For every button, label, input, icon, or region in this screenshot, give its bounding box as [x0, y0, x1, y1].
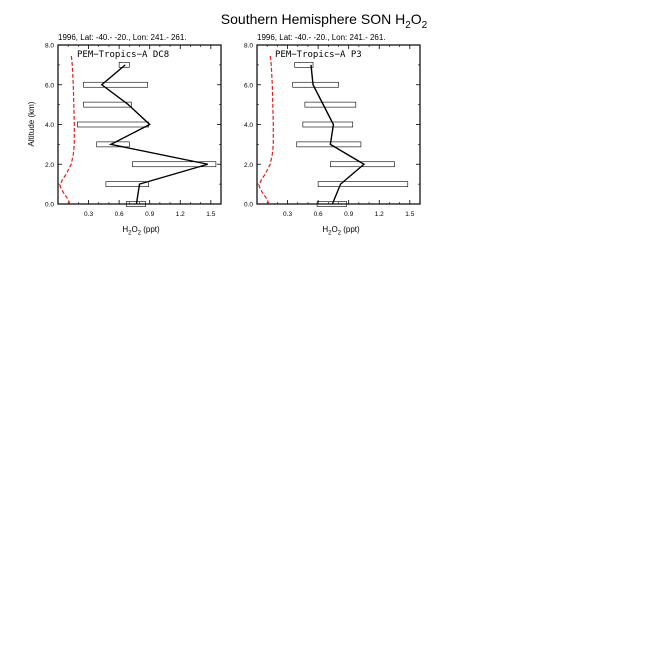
y-tick-label: 2.0 — [45, 162, 54, 169]
plot-frame — [57, 44, 222, 205]
figure-title-subscript-1: 2 — [405, 20, 411, 31]
campaign-label: PEM−Tropics−A P3 — [275, 50, 362, 60]
figure-title-mid: O — [411, 11, 422, 27]
x-axis-label-subscript-1: 2 — [128, 231, 132, 237]
y-tick-label: 0.0 — [244, 202, 253, 209]
model-profile-line — [59, 54, 75, 205]
observation-range-box — [77, 121, 149, 128]
panel-header: 1996, Lat: -40.- -20., Lon: 241.- 261. — [257, 33, 386, 42]
x-axis-label-subscript-2: 2 — [338, 231, 342, 237]
y-tick-label: 6.0 — [45, 82, 54, 89]
plot-frame — [256, 44, 421, 205]
observation-range-box — [125, 201, 146, 207]
figure-title: Southern Hemisphere SON H2O2 — [221, 11, 428, 31]
observation-range-box — [317, 181, 409, 187]
panel-dc8: 1996, Lat: -40.- -20., Lon: 241.- 261. P… — [27, 33, 222, 237]
panel-p3: 1996, Lat: -40.- -20., Lon: 241.- 261. P… — [244, 33, 421, 237]
campaign-label: PEM−Tropics−A DC8 — [77, 50, 169, 60]
observation-range-box — [304, 101, 357, 108]
x-axis-label-subscript-1: 2 — [328, 231, 332, 237]
y-tick-label: 4.0 — [45, 122, 54, 129]
x-axis-label-mid: O — [131, 225, 137, 234]
observation-range-box — [296, 141, 362, 148]
y-tick-label: 8.0 — [45, 43, 54, 50]
model-profile-line — [258, 54, 274, 205]
observation-range-box — [292, 81, 339, 88]
x-axis-label: H2O2 (ppt) — [122, 225, 160, 237]
observation-range-box — [294, 62, 314, 68]
x-axis-label-subscript-2: 2 — [138, 231, 142, 237]
observation-range-box — [118, 62, 130, 68]
x-axis-label-mid: O — [331, 225, 337, 234]
x-tick-label: 0.6 — [115, 211, 124, 218]
y-axis-label: Altitude (km) — [27, 101, 36, 146]
y-tick-label: 6.0 — [244, 82, 253, 89]
x-tick-label: 0.3 — [84, 211, 93, 218]
panel-header: 1996, Lat: -40.- -20., Lon: 241.- 261. — [58, 33, 187, 42]
y-tick-label: 8.0 — [244, 43, 253, 50]
x-axis-label-unit: (ppt) — [341, 225, 360, 234]
y-tick-label: 0.0 — [45, 202, 54, 209]
observation-range-box — [316, 201, 347, 207]
x-tick-label: 0.3 — [283, 211, 292, 218]
figure-title-main: Southern Hemisphere SON H — [221, 11, 405, 27]
x-axis-label-main: H — [322, 225, 328, 234]
observation-range-box — [302, 121, 354, 128]
x-tick-label: 0.9 — [145, 211, 154, 218]
observation-range-box — [83, 101, 132, 108]
x-tick-label: 0.6 — [314, 211, 323, 218]
observed-mean-line — [310, 64, 366, 205]
figure-title-subscript-2: 2 — [422, 20, 428, 31]
x-tick-label: 1.2 — [176, 211, 185, 218]
observed-mean-line — [100, 64, 208, 205]
y-tick-label: 2.0 — [244, 162, 253, 169]
observation-range-box — [330, 161, 395, 168]
x-axis-label: H2O2 (ppt) — [322, 225, 360, 237]
x-tick-label: 1.5 — [405, 211, 414, 218]
observation-range-box — [96, 141, 130, 148]
x-tick-label: 1.2 — [375, 211, 384, 218]
observation-range-box — [83, 81, 148, 88]
observation-range-box — [105, 181, 149, 187]
x-axis-label-main: H — [122, 225, 128, 234]
y-tick-label: 4.0 — [244, 122, 253, 129]
observation-range-box — [132, 161, 217, 168]
x-tick-label: 1.5 — [206, 211, 215, 218]
x-tick-label: 0.9 — [344, 211, 353, 218]
x-axis-label-unit: (ppt) — [141, 225, 160, 234]
